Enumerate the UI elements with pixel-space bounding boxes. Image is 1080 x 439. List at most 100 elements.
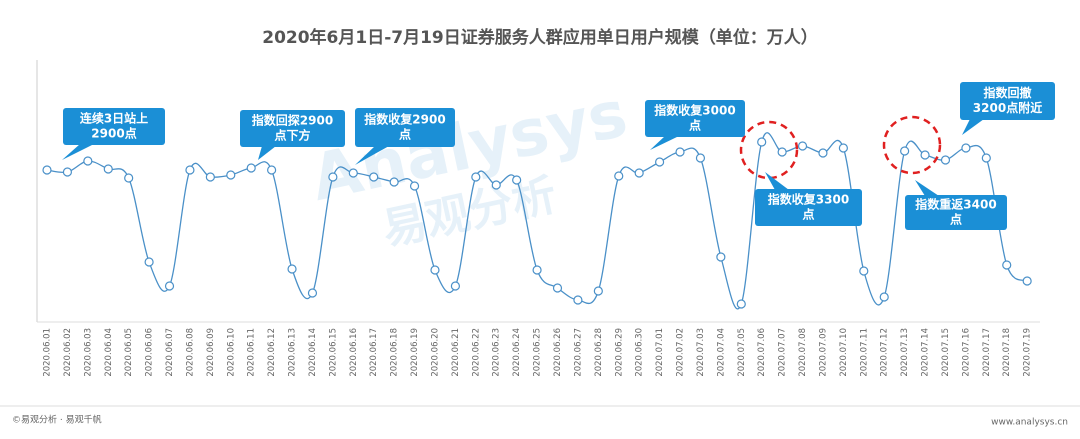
callout-tail — [355, 146, 389, 165]
x-tick-label: 2020.06.23 — [492, 328, 502, 377]
point — [348, 168, 358, 178]
x-tick-label: 2020.06.18 — [390, 328, 400, 377]
point — [940, 155, 951, 165]
point — [777, 147, 787, 157]
callout-text: 2900点 — [91, 126, 136, 141]
point — [369, 172, 379, 182]
callout-text: 点 — [950, 212, 962, 227]
callout-tail — [915, 180, 939, 196]
x-tick-label: 2020.06.13 — [288, 328, 298, 377]
callout-box — [240, 110, 345, 147]
x-tick-label: 2020.07.17 — [982, 328, 992, 377]
x-tick-label: 2020.06.19 — [410, 328, 420, 377]
x-tick-label: 2020.06.30 — [635, 328, 645, 377]
point — [42, 165, 52, 175]
x-tick-label: 2020.06.11 — [247, 328, 257, 377]
point — [532, 265, 542, 275]
point — [389, 177, 399, 187]
x-tick-label: 2020.06.12 — [267, 328, 277, 377]
callout-box — [355, 108, 455, 147]
point — [736, 299, 746, 309]
x-tick-label: 2020.07.07 — [778, 328, 788, 377]
point — [430, 265, 440, 275]
point — [287, 264, 297, 274]
point — [83, 156, 93, 166]
callout-text: 指数收复3000 — [654, 103, 735, 118]
x-tick-label: 2020.07.06 — [757, 328, 767, 377]
point — [62, 167, 73, 177]
point — [328, 172, 338, 182]
callout-text: 指数回撤 — [983, 85, 1031, 100]
callout-tail — [765, 172, 789, 190]
x-tick-label: 2020.07.19 — [1023, 328, 1033, 377]
footer-right: www.analysys.cn — [991, 418, 1068, 428]
callout-text: 指数重返3400 — [915, 197, 996, 212]
callout-tail — [258, 146, 276, 160]
callout-text: 指数回探2900 — [252, 113, 333, 128]
callout-text: 点 — [802, 207, 814, 222]
point — [634, 168, 644, 178]
x-tick-label: 2020.06.26 — [553, 328, 563, 377]
point — [164, 281, 175, 291]
callout-box — [905, 195, 1007, 230]
point — [675, 147, 685, 157]
point — [144, 257, 154, 267]
point — [226, 170, 236, 180]
callout-box — [755, 189, 862, 226]
point — [797, 141, 808, 151]
x-tick-label: 2020.07.04 — [716, 328, 726, 377]
x-tick-label: 2020.07.11 — [859, 328, 869, 377]
x-tick-label: 2020.07.15 — [941, 328, 951, 377]
x-tick-label: 2020.06.17 — [369, 328, 379, 377]
callout-tail — [62, 144, 94, 160]
callout-tail — [650, 136, 679, 150]
callout-text: 3200点附近 — [973, 100, 1042, 115]
x-tick-label: 2020.07.05 — [737, 328, 747, 377]
x-tick-label: 2020.06.24 — [512, 328, 522, 377]
point — [900, 146, 910, 156]
x-tick-label: 2020.06.05 — [124, 328, 134, 377]
point — [981, 153, 991, 163]
point — [757, 137, 767, 147]
x-tick-label: 2020.06.02 — [63, 328, 73, 377]
x-tick-label: 2020.06.07 — [165, 328, 175, 377]
point — [491, 180, 501, 190]
point — [920, 150, 930, 160]
x-tick-label: 2020.07.03 — [696, 328, 706, 377]
point — [654, 157, 665, 167]
x-tick-label: 2020.07.02 — [676, 328, 686, 377]
callout-box — [63, 108, 165, 145]
point — [409, 181, 420, 191]
point — [450, 281, 460, 291]
x-tick-label: 2020.06.20 — [430, 328, 440, 377]
x-tick-label: 2020.06.29 — [614, 328, 624, 377]
callout-text: 点下方 — [274, 128, 310, 143]
x-tick-label: 2020.06.01 — [43, 328, 53, 377]
point — [716, 252, 726, 262]
x-tick-label: 2020.07.09 — [818, 328, 828, 377]
point — [961, 143, 971, 153]
point — [818, 148, 828, 158]
x-tick-label: 2020.06.08 — [185, 328, 195, 377]
point — [1022, 276, 1032, 286]
x-tick-label: 2020.07.16 — [961, 328, 971, 377]
point — [552, 283, 563, 293]
callout-tail — [962, 119, 984, 135]
callout-text: 连续3日站上 — [80, 111, 148, 126]
x-tick-label: 2020.06.21 — [451, 328, 461, 377]
point — [185, 165, 195, 175]
point — [859, 266, 869, 276]
point — [205, 172, 215, 182]
x-tick-label: 2020.06.09 — [206, 328, 216, 377]
point — [1002, 260, 1012, 270]
point — [103, 164, 113, 174]
x-tick-label: 2020.07.14 — [921, 328, 931, 377]
point — [512, 175, 522, 185]
x-tick-label: 2020.06.16 — [349, 328, 359, 377]
